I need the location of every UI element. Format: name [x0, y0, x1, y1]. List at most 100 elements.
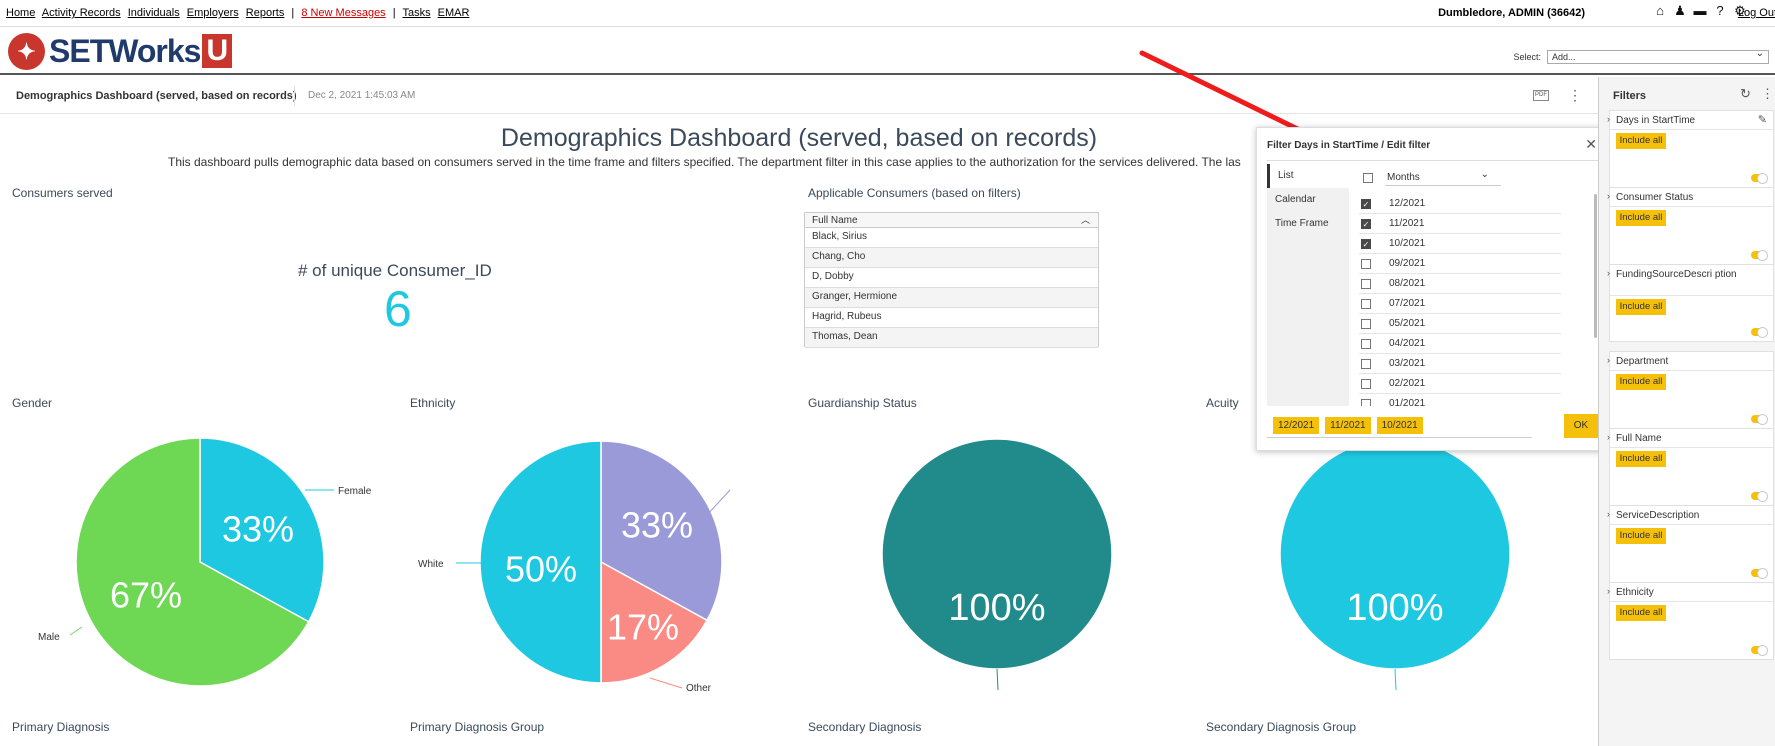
include-all-button[interactable]: Include all — [1616, 528, 1666, 544]
chevron-right-icon[interactable]: › — [1607, 268, 1610, 278]
chevron-right-icon[interactable]: › — [1607, 432, 1610, 442]
month-item[interactable]: 03/2021 — [1359, 354, 1561, 374]
refresh-icon[interactable]: ↻ — [1740, 86, 1751, 101]
filter-toggle[interactable] — [1751, 414, 1768, 425]
month-item[interactable]: 04/2021 — [1359, 334, 1561, 354]
pie-slice[interactable] — [1279, 438, 1511, 670]
select-dropdown[interactable]: Add... — [1547, 48, 1769, 64]
table-row[interactable]: Hagrid, Rubeus — [805, 308, 1098, 328]
more-icon[interactable]: ⋮ — [1761, 86, 1774, 101]
month-checkbox[interactable] — [1361, 379, 1371, 389]
more-icon[interactable]: ⋮ — [1568, 87, 1582, 103]
filter-toggle[interactable] — [1751, 250, 1768, 261]
filter-toggle[interactable] — [1751, 645, 1768, 656]
chevron-right-icon[interactable]: › — [1607, 355, 1610, 365]
filter-name[interactable]: FundingSourceDescri ption — [1616, 269, 1737, 280]
table-row[interactable]: D, Dobby — [805, 268, 1098, 288]
month-checkbox[interactable]: ✓ — [1361, 239, 1371, 249]
include-all-button[interactable]: Include all — [1616, 374, 1666, 390]
chevron-right-icon[interactable]: › — [1607, 114, 1610, 124]
filter-name[interactable]: Department — [1616, 356, 1669, 367]
month-checkbox[interactable]: ✓ — [1361, 219, 1371, 229]
pie-slice[interactable] — [479, 440, 602, 684]
pie-slice[interactable] — [881, 438, 1113, 670]
tab-list[interactable]: List — [1267, 164, 1349, 188]
month-item[interactable]: 01/2021 — [1359, 394, 1561, 406]
nav-reports[interactable]: Reports — [245, 7, 285, 19]
filter-toggle[interactable] — [1751, 568, 1768, 579]
nav-individuals[interactable]: Individuals — [127, 7, 180, 19]
month-checkbox[interactable] — [1361, 399, 1371, 406]
month-item[interactable]: 05/2021 — [1359, 314, 1561, 334]
table-header[interactable]: Full Name ︿ — [805, 213, 1098, 228]
month-checkbox[interactable] — [1361, 279, 1371, 289]
gear-icon[interactable]: ⚙ — [1734, 3, 1746, 18]
month-item[interactable]: ✓ 12/2021 — [1359, 194, 1561, 214]
include-all-button[interactable]: Include all — [1616, 605, 1666, 621]
scrollbar[interactable] — [1594, 194, 1597, 338]
selected-chip[interactable]: 11/2021 — [1325, 417, 1371, 434]
nav-messages[interactable]: 8 New Messages — [301, 7, 386, 19]
home-icon[interactable]: ⌂ — [1656, 3, 1664, 18]
filter-name[interactable]: ServiceDescription — [1616, 510, 1700, 521]
month-checkbox[interactable]: ✓ — [1361, 199, 1371, 209]
sort-up-icon[interactable]: ︿ — [1080, 215, 1090, 225]
month-checkbox[interactable] — [1361, 319, 1371, 329]
help-icon[interactable]: ? — [1716, 3, 1724, 18]
ok-button[interactable]: OK — [1564, 414, 1598, 438]
filter-toggle[interactable] — [1751, 327, 1768, 338]
users-icon[interactable]: ♟ — [1674, 3, 1686, 18]
month-checkbox[interactable] — [1361, 299, 1371, 309]
table-row[interactable]: Granger, Hermione — [805, 288, 1098, 308]
filter-name[interactable]: Consumer Status — [1616, 192, 1694, 203]
tab-time-frame[interactable]: Time Frame — [1275, 218, 1329, 229]
briefcase-icon[interactable]: ▬ — [1693, 3, 1707, 18]
table-row[interactable]: Chang, Cho — [805, 248, 1098, 268]
filter-toggle[interactable] — [1751, 173, 1768, 184]
select-all-checkbox[interactable] — [1363, 173, 1373, 183]
close-icon[interactable]: ✕ — [1585, 136, 1597, 152]
month-checkbox[interactable] — [1361, 339, 1371, 349]
month-item[interactable]: 02/2021 — [1359, 374, 1561, 394]
filters-title: Filters — [1613, 90, 1647, 102]
include-all-button[interactable]: Include all — [1616, 210, 1666, 226]
month-item[interactable]: 09/2021 — [1359, 254, 1561, 274]
logout-link[interactable]: Log Out — [1737, 7, 1775, 19]
selected-chip[interactable]: 12/2021 — [1273, 417, 1320, 434]
month-item[interactable]: ✓ 10/2021 — [1359, 234, 1561, 254]
month-item[interactable]: 07/2021 — [1359, 294, 1561, 314]
chevron-right-icon[interactable]: › — [1607, 191, 1610, 201]
chevron-right-icon[interactable]: › — [1607, 586, 1610, 596]
filter-name[interactable]: Ethnicity — [1616, 587, 1654, 598]
month-checkbox[interactable] — [1361, 259, 1371, 269]
nav-emar[interactable]: EMAR — [437, 7, 470, 19]
pie-slice[interactable] — [199, 437, 325, 623]
tab-calendar[interactable]: Calendar — [1275, 194, 1316, 205]
filter-card: › Full Name Include all — [1607, 428, 1774, 506]
month-item[interactable]: ✓ 11/2021 — [1359, 214, 1561, 234]
pie-slice[interactable] — [75, 437, 310, 687]
include-all-button[interactable]: Include all — [1616, 299, 1666, 315]
nav-home[interactable]: Home — [6, 7, 36, 19]
selected-chip[interactable]: 10/2021 — [1376, 417, 1423, 434]
pie-slice[interactable] — [600, 560, 709, 684]
filter-name[interactable]: Days in StartTime — [1616, 115, 1696, 126]
table-row[interactable]: Black, Sirius — [805, 228, 1098, 248]
include-all-button[interactable]: Include all — [1616, 451, 1666, 467]
include-all-button[interactable]: Include all — [1616, 133, 1666, 149]
filter-name[interactable]: Full Name — [1616, 433, 1662, 444]
table-row[interactable]: Thomas, Dean — [805, 328, 1098, 348]
nav-tasks[interactable]: Tasks — [402, 7, 431, 19]
pie-slice[interactable] — [600, 440, 723, 622]
chevron-right-icon[interactable]: › — [1607, 509, 1610, 519]
nav-activity-records[interactable]: Activity Records — [41, 7, 121, 19]
edit-icon[interactable]: ✎ — [1757, 114, 1767, 126]
logo[interactable]: ✦ SETWorks U — [8, 32, 233, 70]
month-checkbox[interactable] — [1361, 359, 1371, 369]
month-item[interactable]: 08/2021 — [1359, 274, 1561, 294]
selected-chips: 12/2021 11/2021 10/2021 — [1267, 414, 1532, 438]
filter-toggle[interactable] — [1751, 491, 1768, 502]
granularity-dropdown[interactable]: Months — [1385, 167, 1501, 186]
pdf-icon[interactable]: PDF — [1533, 90, 1549, 101]
nav-employers[interactable]: Employers — [186, 7, 239, 19]
